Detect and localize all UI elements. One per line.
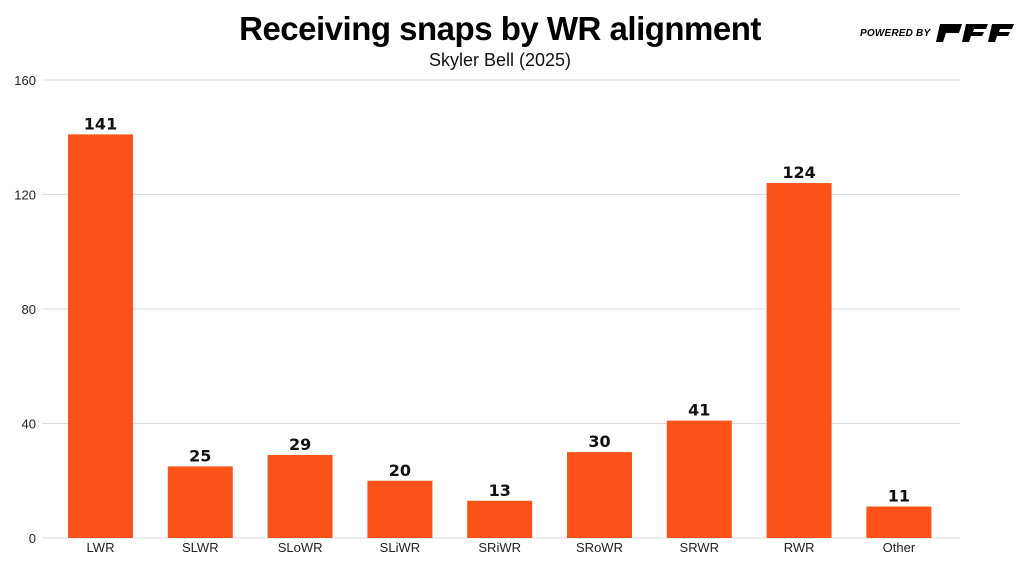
y-axis-ticks: 0 40 80 120 160: [14, 73, 36, 546]
data-label-slwr: 25: [189, 446, 211, 465]
y-tick-label: 80: [22, 302, 36, 317]
x-tick-label-lwr: LWR: [87, 540, 115, 555]
y-tick-label: 160: [14, 73, 36, 88]
y-tick-label: 40: [22, 417, 36, 432]
bar-other: [866, 506, 932, 538]
chart-subtitle: Skyler Bell (2025): [428, 50, 572, 70]
bar-sliwr: [367, 480, 433, 538]
data-label-other: 11: [888, 487, 910, 506]
x-tick-label-srowr: SRoWR: [576, 540, 623, 555]
data-label-srowr: 30: [588, 432, 610, 451]
x-tick-label-sliwr: SLiWR: [380, 540, 420, 555]
pff-branding: POWERED BY: [860, 24, 1015, 42]
x-tick-label-sriwr: SRiWR: [478, 540, 521, 555]
x-tick-label-srwr: SRWR: [680, 540, 719, 555]
data-label-srwr: 41: [688, 401, 710, 420]
x-tick-label-rwr: RWR: [784, 540, 815, 555]
bars: [68, 134, 932, 539]
pff-logo-icon: [936, 24, 1015, 42]
data-labels: 141 25 29 20 13 30 41 124 11: [84, 114, 910, 505]
data-label-sriwr: 13: [489, 481, 511, 500]
data-label-rwr: 124: [782, 163, 815, 182]
y-tick-label: 0: [29, 531, 36, 546]
x-axis-ticks: LWR SLWR SLoWR SLiWR SRiWR SRoWR SRWR RWR Other: [87, 540, 916, 555]
data-label-lwr: 141: [84, 114, 117, 133]
data-label-slowr: 29: [289, 435, 311, 454]
x-tick-label-other: Other: [883, 540, 916, 555]
chart-title: Receiving snaps by WR alignment: [239, 10, 761, 47]
bar-slowr: [267, 454, 333, 538]
bar-srwr: [666, 420, 732, 538]
x-tick-label-slwr: SLWR: [182, 540, 219, 555]
bar-sriwr: [467, 500, 533, 538]
bar-lwr: [68, 134, 133, 538]
bar-srowr: [567, 452, 632, 538]
powered-by-text: POWERED BY: [860, 27, 931, 39]
y-tick-label: 120: [14, 188, 36, 203]
bar-rwr: [766, 183, 832, 539]
data-label-sliwr: 20: [389, 461, 411, 480]
x-tick-label-slowr: SLoWR: [278, 540, 323, 555]
bar-slwr: [167, 466, 233, 538]
